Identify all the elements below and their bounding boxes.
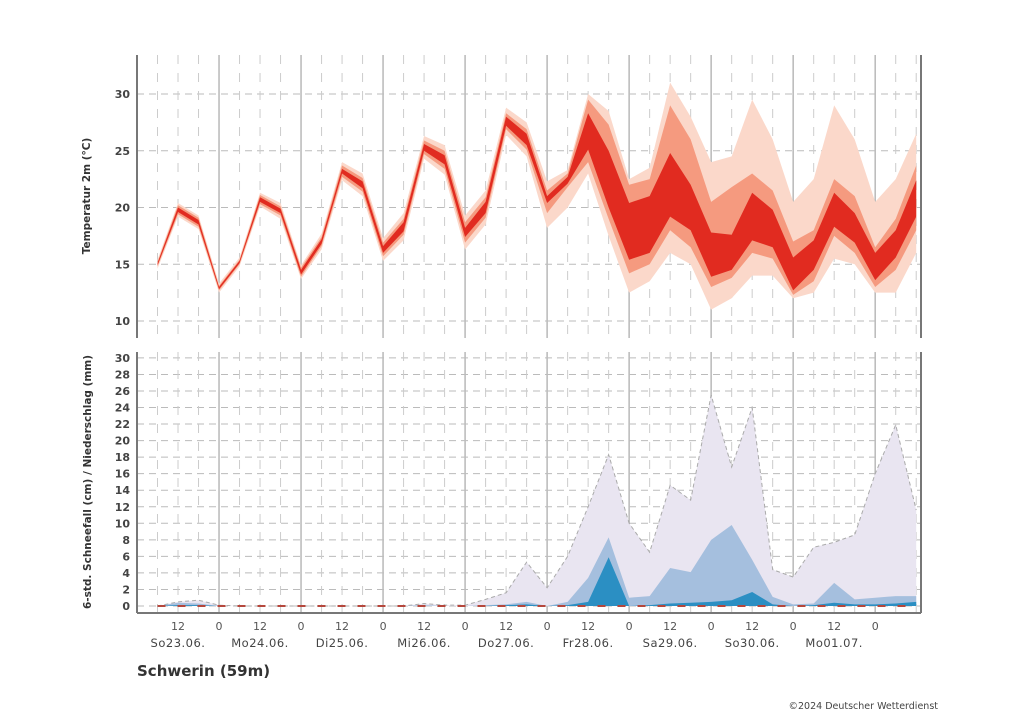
x-tick-label: 0 <box>462 620 469 633</box>
precipitation-tick-label: 20 <box>115 435 131 448</box>
precipitation-tick-label: 16 <box>115 468 131 481</box>
precipitation-tick-label: 4 <box>122 567 130 580</box>
x-tick-label: 0 <box>216 620 223 633</box>
day-label: Fr28.06. <box>563 636 614 650</box>
precipitation-tick-label: 8 <box>122 534 130 547</box>
day-label: Sa29.06. <box>643 636 698 650</box>
x-tick-label: 12 <box>499 620 513 633</box>
precipitation-tick-label: 18 <box>115 451 130 464</box>
x-tick-label: 0 <box>708 620 715 633</box>
temperature-tick-label: 20 <box>115 202 131 215</box>
temperature-tick-label: 25 <box>115 145 130 158</box>
temperature-tick-label: 30 <box>115 88 131 101</box>
temperature-axis-label: Temperatur 2m (°C) <box>81 138 93 255</box>
precipitation-tick-label: 26 <box>115 385 131 398</box>
x-tick-label: 0 <box>544 620 551 633</box>
precipitation-tick-label: 30 <box>115 352 131 365</box>
copyright: ©2024 Deutscher Wetterdienst <box>789 701 939 712</box>
precipitation-tick-label: 12 <box>115 501 130 514</box>
precipitation-tick-label: 14 <box>115 484 131 497</box>
temperature-bands <box>157 82 917 310</box>
x-tick-label: 12 <box>335 620 349 633</box>
precipitation-tick-label: 0 <box>122 600 130 613</box>
precipitation-tick-label: 28 <box>115 368 130 381</box>
precipitation-tick-label: 24 <box>115 402 131 415</box>
day-label: Di25.06. <box>316 636 369 650</box>
temp-p25-p75-band <box>157 113 917 291</box>
x-tick-label: 0 <box>626 620 633 633</box>
day-label: Mi26.06. <box>397 636 451 650</box>
x-tick-label: 12 <box>253 620 267 633</box>
precipitation-tick-label: 2 <box>122 583 130 596</box>
day-label: Mo01.07. <box>805 636 863 650</box>
precipitation-bands <box>157 394 917 607</box>
precip-upper-area <box>157 524 917 606</box>
x-tick-label: 12 <box>827 620 841 633</box>
day-label: Do27.06. <box>478 636 534 650</box>
x-tick-label: 12 <box>171 620 185 633</box>
temperature-tick-label: 15 <box>115 258 130 271</box>
x-tick-label: 12 <box>417 620 431 633</box>
x-tick-label: 0 <box>872 620 879 633</box>
precipitation-axis-label: 6-std. Schneefall (cm) / Niederschlag (m… <box>82 355 94 609</box>
x-tick-label: 12 <box>581 620 595 633</box>
location-title: Schwerin (59m) <box>137 662 270 680</box>
x-tick-label: 12 <box>663 620 677 633</box>
precipitation-tick-label: 10 <box>115 517 131 530</box>
axes <box>136 55 922 614</box>
precipitation-tick-label: 6 <box>122 550 130 563</box>
precip-max-area <box>157 395 917 606</box>
precipitation-tick-label: 22 <box>115 418 130 431</box>
day-label: So30.06. <box>725 636 780 650</box>
day-label: So23.06. <box>151 636 206 650</box>
x-tick-label: 0 <box>380 620 387 633</box>
temperature-tick-label: 10 <box>115 315 131 328</box>
x-tick-label: 0 <box>298 620 305 633</box>
x-tick-label: 0 <box>790 620 797 633</box>
x-tick-label: 12 <box>745 620 759 633</box>
day-label: Mo24.06. <box>231 636 289 650</box>
